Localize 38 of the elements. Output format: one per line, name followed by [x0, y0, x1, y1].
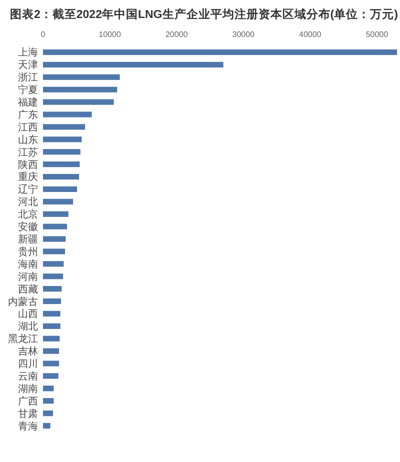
category: 浙江 — [18, 72, 38, 84]
x-tick: 0 — [40, 30, 46, 39]
category: 陕西 — [18, 160, 38, 171]
category: 贵州 — [18, 246, 38, 258]
x-tick: 50000 — [366, 30, 388, 39]
category: 宁夏 — [18, 85, 38, 96]
category: 海南 — [18, 259, 38, 270]
x-tick: 10000 — [98, 30, 121, 39]
title: 图表2：截至2022年中国LNG生产企业平均注册资本区域分布(单位：万元) — [10, 9, 398, 21]
category: 山西 — [18, 309, 38, 320]
category: 江苏 — [18, 147, 38, 158]
category: 广西 — [18, 396, 38, 408]
x-tick: 20000 — [165, 30, 188, 39]
category: 湖北 — [18, 322, 38, 333]
category: 吉林 — [18, 346, 38, 358]
category: 黑龙江 — [8, 334, 38, 346]
category: 安徽 — [18, 222, 38, 234]
category: 江西 — [18, 122, 38, 134]
category: 河南 — [18, 272, 38, 283]
category: 西藏 — [18, 284, 38, 296]
category: 河北 — [18, 197, 38, 208]
category: 湖南 — [18, 384, 38, 395]
x-tick: 30000 — [232, 30, 254, 39]
category: 新疆 — [18, 234, 38, 246]
category: 上海 — [18, 48, 38, 59]
category: 北京 — [18, 210, 38, 221]
category: 云南 — [18, 371, 38, 382]
category: 甘肃 — [18, 408, 38, 420]
category: 福建 — [18, 98, 38, 109]
category: 重庆 — [18, 172, 38, 184]
category: 四川 — [18, 359, 38, 370]
category: 内蒙古 — [8, 296, 38, 308]
category: 天津 — [18, 60, 38, 72]
category: 青海 — [18, 421, 38, 432]
category: 山东 — [18, 134, 38, 146]
category: 辽宁 — [18, 184, 38, 196]
category: 广东 — [18, 110, 38, 121]
x-tick: 40000 — [299, 30, 322, 39]
